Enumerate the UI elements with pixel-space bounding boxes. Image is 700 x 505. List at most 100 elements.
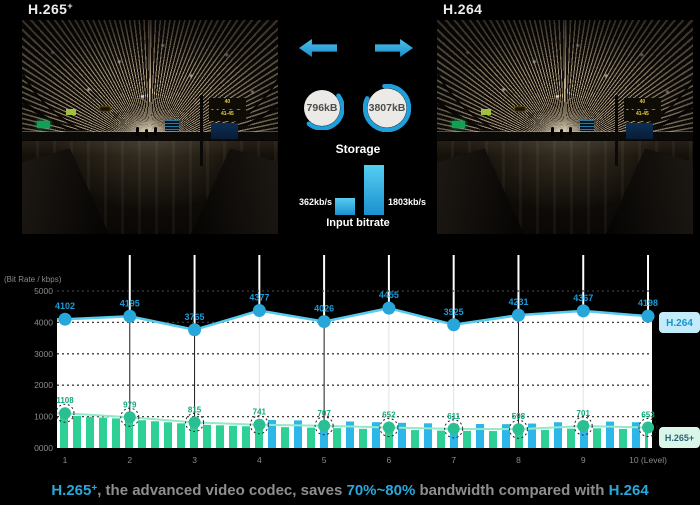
exit-sign (37, 120, 51, 128)
h264-sample-image: 40 41-45 (437, 20, 693, 234)
stripe-bar (632, 422, 640, 448)
stripe-bar (515, 431, 523, 448)
h265plus-value-label: 815 (188, 405, 202, 414)
person-silhouette (550, 127, 554, 136)
stripe-bar (398, 422, 406, 448)
caption-bandwidth-savings: 70%~80% (346, 482, 416, 499)
h265plus-point (188, 416, 201, 429)
caption-text-2: bandwidth compared with (415, 482, 609, 499)
legend-h264-label: H.264 (666, 318, 693, 329)
h265plus-marker-ring (249, 415, 269, 435)
caption-h265plus: H.265 (51, 482, 92, 499)
stripe-bar (372, 422, 380, 448)
h264-value-label: 3765 (185, 312, 205, 322)
stripe-bar (216, 425, 224, 448)
h265plus-marker-ring (55, 403, 75, 423)
stripe-bar (619, 428, 627, 448)
stripe-bar (73, 415, 81, 448)
h265plus-point (253, 418, 266, 431)
bitrate-value-h265plus: 362kb/s (298, 197, 332, 207)
stripe-bar (567, 428, 575, 448)
stripe-bar (541, 429, 549, 448)
stripe-bar (60, 415, 68, 448)
h264-point (382, 301, 396, 315)
x-tick-label: 3 (192, 455, 197, 465)
x-tick-label: 6 (387, 455, 392, 465)
stripe-bar (606, 421, 614, 448)
storage-value-h264: 3807kB (368, 102, 406, 114)
stripe-bar (268, 419, 276, 448)
x-tick-label: 9 (581, 455, 586, 465)
h265plus-point (59, 407, 71, 420)
stripe-bar (281, 427, 289, 448)
stripe-bar (177, 423, 185, 448)
handrail-band (437, 132, 693, 140)
stripe-bar (359, 428, 367, 448)
stripe-bar (502, 424, 510, 448)
storage-donut-h264: 3807kB (362, 83, 412, 133)
h265plus-marker-ring (120, 407, 140, 427)
h265plus-value-label: 652 (382, 411, 396, 420)
x-tick-label: 10 (Level) (629, 455, 667, 465)
stripe-bar (151, 421, 159, 448)
h265plus-point (382, 421, 395, 434)
sign-pillar (199, 94, 203, 166)
h264-line (57, 306, 652, 332)
h265plus-value-label: 741 (253, 408, 267, 417)
h264-point (317, 315, 331, 329)
right-panel-title: H.264 (443, 1, 482, 17)
h265plus-point (318, 419, 331, 432)
h265plus-marker-ring (314, 416, 334, 436)
caption: H.265+, the advanced video codec, saves … (0, 482, 700, 499)
h264-value-label: 4026 (314, 304, 334, 314)
green-sign (480, 108, 491, 115)
h264-value-label: 4455 (379, 290, 399, 300)
person-silhouette (153, 127, 157, 135)
h265plus-marker-ring (185, 412, 205, 432)
stripe-bar (294, 420, 302, 448)
stripe-bar (593, 428, 601, 448)
person-silhouette (144, 128, 148, 138)
x-tick-label: 8 (516, 455, 521, 465)
h265plus-marker-ring (379, 418, 399, 438)
h264-point (511, 308, 525, 322)
gate-sign: 40 (208, 98, 246, 110)
blue-info-sign (626, 122, 654, 139)
person-silhouette (559, 128, 563, 138)
y-tick-label: 0000 (34, 443, 53, 453)
h265plus-value-label: 1108 (56, 396, 74, 405)
stripe-bar (203, 424, 211, 448)
x-tick-label: 4 (257, 455, 262, 465)
stripe-bar (125, 419, 133, 448)
stripe-bar (346, 421, 354, 448)
x-tick-label: 1 (63, 455, 68, 465)
small-yellow-sign (98, 105, 111, 112)
h264-value-label: 4102 (55, 301, 75, 311)
stripe-bar (242, 426, 250, 448)
h264-point (252, 304, 266, 318)
y-axis-title: (Bit Rate / kbps) (4, 275, 62, 284)
stripe-bar (229, 425, 237, 448)
h264-value-label: 4367 (573, 293, 593, 303)
x-tick-label: 2 (127, 455, 132, 465)
left-panel-title: H.265+ (28, 1, 73, 17)
h265plus-value-label: 598 (512, 412, 526, 421)
stripe-bar (645, 429, 648, 448)
h265plus-value-label: 653 (641, 410, 655, 419)
blue-info-sign (211, 122, 239, 139)
h264-value-label: 3925 (444, 307, 464, 317)
stripe-bar (138, 420, 146, 448)
h264-value-label: 4377 (249, 293, 269, 303)
stripe-bar (86, 416, 94, 448)
stripe-bar (437, 430, 445, 448)
y-tick-label: 5000 (34, 286, 53, 296)
arrow-left-icon (299, 39, 337, 57)
storage-donut-h265plus: 796kB (299, 85, 345, 131)
h265plus-value-label: 707 (317, 409, 331, 418)
handrail-band (22, 132, 278, 140)
stripe-bar (112, 418, 120, 448)
h264-value-label: 4198 (638, 298, 658, 308)
stripe-bar (411, 430, 419, 448)
h264-point (641, 309, 655, 323)
